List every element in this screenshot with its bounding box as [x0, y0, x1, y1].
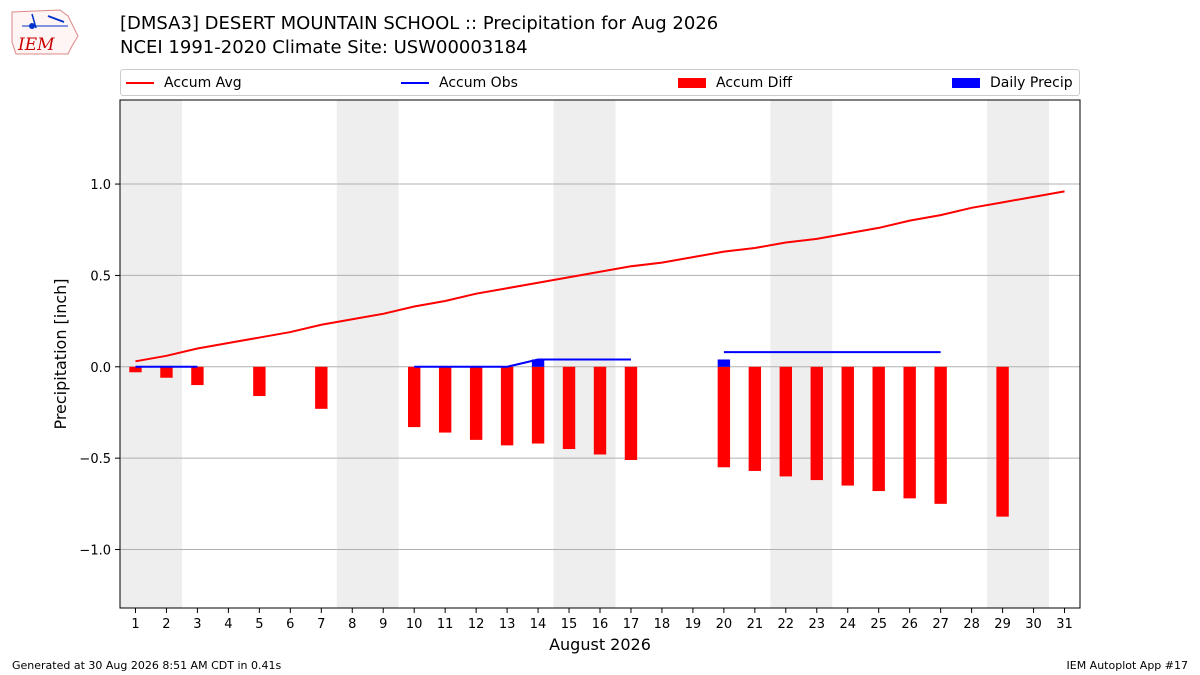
accum-diff-bar-day-27 — [934, 366, 947, 504]
x-tick-label-11: 11 — [437, 617, 454, 632]
weekend-band-2 — [553, 100, 616, 608]
legend-swatch-daily-precip — [952, 77, 980, 88]
accum-diff-bar-day-15 — [562, 366, 576, 450]
weekend-band-1 — [336, 100, 399, 608]
x-tick-label-3: 3 — [193, 617, 201, 632]
legend-label-accum-diff: Accum Diff — [716, 74, 793, 91]
daily-precip-bar-day-14 — [531, 359, 545, 367]
x-tick-label-23: 23 — [809, 617, 826, 632]
accum-diff-bar-day-7 — [315, 366, 328, 409]
accum-diff-bar-day-2 — [160, 366, 173, 378]
accum-diff-bar-day-14 — [531, 366, 545, 444]
x-tick-label-5: 5 — [255, 617, 263, 632]
y-tick-label-0: −1.0 — [79, 544, 111, 559]
x-tick-label-16: 16 — [592, 617, 609, 632]
x-tick-label-22: 22 — [778, 617, 795, 632]
accum-diff-bar-day-1 — [129, 366, 142, 373]
x-tick-label-30: 30 — [1025, 617, 1042, 632]
accum-avg-line — [135, 190, 1065, 363]
x-tick-label-20: 20 — [716, 617, 733, 632]
legend-item-accum-avg: Accum Avg — [126, 70, 242, 95]
accum-diff-bar-day-11 — [438, 366, 452, 433]
x-tick-label-29: 29 — [994, 617, 1011, 632]
x-tick-label-2: 2 — [162, 617, 170, 632]
x-tick-label-18: 18 — [654, 617, 671, 632]
chart-title: [DMSA3] DESERT MOUNTAIN SCHOOL :: Precip… — [120, 13, 719, 34]
accum-diff-bar-day-5 — [253, 366, 266, 397]
chart-subtitle: NCEI 1991-2020 Climate Site: USW00003184 — [120, 37, 528, 58]
accum-diff-bar-day-21 — [748, 366, 762, 471]
x-tick-label-8: 8 — [348, 617, 356, 632]
accum-diff-bar-day-26 — [903, 366, 916, 499]
legend-swatch-accum-obs — [401, 81, 429, 84]
weekend-band-3 — [770, 100, 833, 608]
y-tick-label-4: 1.0 — [90, 178, 111, 193]
accum-diff-bar-day-10 — [408, 366, 421, 428]
x-tick-label-17: 17 — [623, 617, 640, 632]
weekend-band-4 — [987, 100, 1050, 608]
x-tick-label-26: 26 — [901, 617, 918, 632]
legend-label-daily-precip: Daily Precip — [990, 74, 1073, 91]
x-tick-label-15: 15 — [561, 617, 578, 632]
footer-generated: Generated at 30 Aug 2026 8:51 AM CDT in … — [12, 659, 282, 672]
x-tick-label-1: 1 — [131, 617, 139, 632]
x-tick-label-25: 25 — [870, 617, 887, 632]
accum-diff-bar-day-12 — [469, 366, 483, 440]
legend-item-accum-obs: Accum Obs — [401, 70, 518, 95]
x-tick-label-24: 24 — [839, 617, 856, 632]
accum-diff-bar-day-23 — [810, 366, 823, 481]
y-tick-label-1: −0.5 — [79, 452, 111, 467]
x-tick-label-27: 27 — [932, 617, 949, 632]
x-tick-label-13: 13 — [499, 617, 516, 632]
x-tick-label-31: 31 — [1056, 617, 1073, 632]
x-tick-label-4: 4 — [224, 617, 232, 632]
logo-text: IEM — [17, 35, 55, 55]
accum-diff-bar-day-20 — [717, 366, 731, 468]
legend-label-accum-avg: Accum Avg — [164, 74, 242, 91]
accum-diff-bar-day-16 — [593, 366, 607, 455]
accum-diff-bar-day-29 — [996, 366, 1009, 517]
accum-diff-bar-day-22 — [779, 366, 792, 477]
x-tick-label-28: 28 — [963, 617, 980, 632]
iem-logo: IEM — [8, 6, 82, 58]
legend-label-accum-obs: Accum Obs — [439, 74, 518, 91]
legend: Accum Avg Accum Obs Accum Diff Daily Pre… — [120, 69, 1080, 96]
accum-diff-bar-day-3 — [191, 366, 204, 386]
accum-diff-bar-day-24 — [841, 366, 854, 486]
x-tick-label-12: 12 — [468, 617, 485, 632]
daily-precip-bar-day-20 — [717, 359, 731, 367]
legend-item-daily-precip: Daily Precip — [952, 70, 1073, 95]
y-tick-label-2: 0.0 — [90, 361, 111, 376]
legend-item-accum-diff: Accum Diff — [678, 70, 792, 95]
x-axis-label: August 2026 — [549, 635, 651, 654]
legend-swatch-accum-avg — [126, 81, 154, 84]
accum-diff-bar-day-25 — [872, 366, 885, 492]
x-tick-label-9: 9 — [379, 617, 387, 632]
x-tick-label-14: 14 — [530, 617, 547, 632]
x-tick-label-10: 10 — [406, 617, 423, 632]
x-tick-label-19: 19 — [685, 617, 702, 632]
accum-obs-line-segment-1 — [414, 358, 631, 368]
accum-diff-bar-day-17 — [624, 366, 638, 460]
legend-swatch-accum-diff — [678, 77, 706, 88]
y-axis-label: Precipitation [inch] — [51, 278, 70, 429]
x-tick-label-7: 7 — [317, 617, 325, 632]
y-tick-label-3: 0.5 — [90, 269, 111, 284]
accum-diff-bar-day-13 — [500, 366, 514, 446]
x-tick-label-6: 6 — [286, 617, 294, 632]
footer-app: IEM Autoplot App #17 — [1066, 659, 1189, 672]
x-tick-label-21: 21 — [747, 617, 764, 632]
